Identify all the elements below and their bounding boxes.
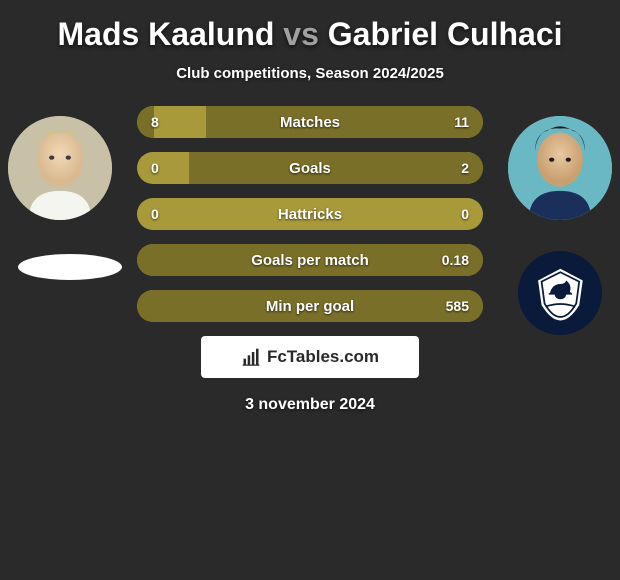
stat-bar-fill-right: [206, 106, 483, 138]
person-silhouette-icon: [508, 116, 612, 220]
bar-chart-icon: [241, 347, 261, 367]
stat-bar: 0 2 Goals: [137, 152, 483, 184]
player2-club-badge: [518, 251, 602, 335]
stat-value-right: 0: [461, 206, 469, 222]
stat-value-right: 2: [461, 160, 469, 176]
stat-bar-fill-right: [189, 152, 483, 184]
player1-name: Mads Kaalund: [57, 16, 274, 52]
page-title: Mads Kaalund vs Gabriel Culhaci: [0, 16, 620, 53]
subtitle: Club competitions, Season 2024/2025: [0, 65, 620, 82]
club-crest-icon: [531, 264, 590, 323]
player1-avatar: [8, 116, 112, 220]
stat-value-left: 0: [151, 206, 159, 222]
date-label: 3 november 2024: [0, 396, 620, 414]
stat-value-left: 8: [151, 114, 159, 130]
stat-label: Hattricks: [278, 206, 342, 223]
stat-value-left: 0: [151, 160, 159, 176]
person-silhouette-icon: [8, 116, 112, 220]
vs-label: vs: [283, 16, 319, 52]
stats-area: 8 11 Matches 0 2 Goals 0 0 Hattricks 0.18 Goals pe…: [0, 106, 620, 322]
player2-name: Gabriel Culhaci: [328, 16, 563, 52]
stat-bar: 0.18 Goals per match: [137, 244, 483, 276]
player2-avatar: [508, 116, 612, 220]
infographic-container: Mads Kaalund vs Gabriel Culhaci Club com…: [0, 0, 620, 424]
stat-value-right: 0.18: [442, 252, 469, 268]
stat-bar: 585 Min per goal: [137, 290, 483, 322]
branding-text: FcTables.com: [267, 347, 379, 367]
stat-value-right: 585: [446, 298, 469, 314]
stat-label: Goals per match: [251, 252, 369, 269]
stat-bar: 0 0 Hattricks: [137, 198, 483, 230]
stat-bar: 8 11 Matches: [137, 106, 483, 138]
stat-bars: 8 11 Matches 0 2 Goals 0 0 Hattricks 0.18 Goals pe…: [137, 106, 483, 322]
stat-label: Min per goal: [266, 298, 354, 315]
branding-badge: FcTables.com: [201, 336, 419, 378]
stat-label: Matches: [280, 114, 340, 131]
stat-label: Goals: [289, 160, 331, 177]
player1-club-placeholder: [18, 254, 122, 280]
stat-value-right: 11: [454, 114, 469, 130]
